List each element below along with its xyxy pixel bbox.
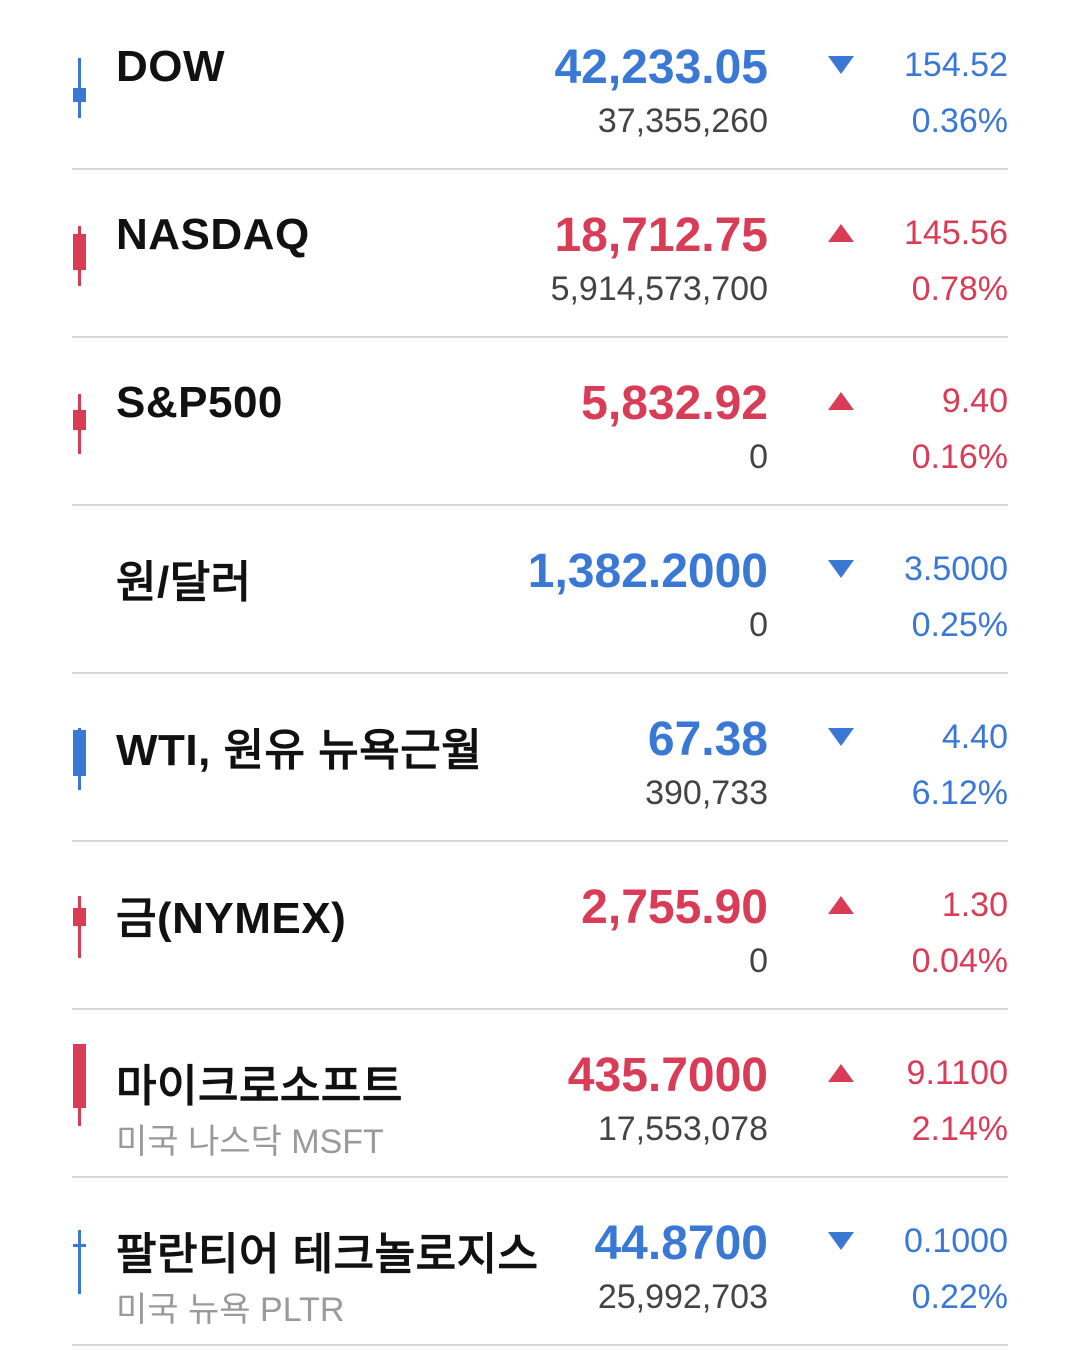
price-value: 5,832.92 [581, 377, 768, 430]
volume-value: 390,733 [645, 774, 768, 812]
row-divider [72, 168, 1008, 170]
quote-row-pltr[interactable]: 팔란티어 테크놀로지스 미국 뉴욕 PLTR 44.8700 25,992,70… [0, 1176, 1080, 1344]
triangle-up-icon [828, 224, 854, 242]
change-value: 3.5000 [904, 550, 1008, 588]
instrument-name: 금(NYMEX) [116, 894, 347, 943]
volume-value: 5,914,573,700 [550, 270, 768, 308]
change-value: 154.52 [904, 46, 1008, 84]
change-value: 9.1100 [906, 1054, 1008, 1092]
quote-row-msft[interactable]: 마이크로소프트 미국 나스닥 MSFT 435.7000 17,553,078 … [0, 1008, 1080, 1176]
instrument-name: S&P500 [116, 378, 283, 427]
candlestick-icon [70, 896, 90, 958]
triangle-down-icon [828, 1232, 854, 1250]
change-percent: 6.12% [911, 774, 1008, 812]
quote-row-sp500[interactable]: S&P500 5,832.92 0 9.40 0.16% [0, 336, 1080, 504]
triangle-up-icon [828, 896, 854, 914]
volume-value: 25,992,703 [597, 1278, 768, 1316]
instrument-name: WTI, 원유 뉴욕근월 [116, 726, 483, 775]
price-value: 2,755.90 [581, 881, 768, 934]
candlestick-icon [70, 728, 90, 790]
instrument-name: DOW [116, 42, 226, 91]
volume-value: 37,355,260 [597, 102, 768, 140]
price-value: 1,382.2000 [527, 545, 768, 598]
change-percent: 0.22% [911, 1278, 1008, 1316]
change-value: 4.40 [941, 718, 1008, 756]
change-value: 0.1000 [904, 1222, 1008, 1260]
instrument-name: 원/달러 [116, 558, 252, 607]
row-divider [72, 1344, 1008, 1346]
price-value: 18,712.75 [554, 209, 768, 262]
row-divider [72, 1008, 1008, 1010]
triangle-down-icon [828, 728, 854, 746]
change-percent: 0.36% [911, 102, 1008, 140]
row-divider [72, 840, 1008, 842]
instrument-market-ticker: 미국 뉴욕 PLTR [116, 1291, 345, 1329]
quote-row-wti[interactable]: WTI, 원유 뉴욕근월 67.38 390,733 4.40 6.12% [0, 672, 1080, 840]
triangle-up-icon [828, 392, 854, 410]
change-percent: 0.04% [911, 942, 1008, 980]
triangle-down-icon [828, 560, 854, 578]
instrument-name: 마이크로소프트 [116, 1062, 403, 1111]
instrument-name: 팔란티어 테크놀로지스 [116, 1230, 539, 1279]
quote-row-dow[interactable]: DOW 42,233.05 37,355,260 154.52 0.36% [0, 0, 1080, 168]
quote-row-nasdaq[interactable]: NASDAQ 18,712.75 5,914,573,700 145.56 0.… [0, 168, 1080, 336]
price-value: 435.7000 [567, 1049, 768, 1102]
price-value: 42,233.05 [554, 41, 768, 94]
candlestick-icon [70, 1230, 90, 1294]
candlestick-icon [70, 1044, 90, 1126]
row-divider [72, 1176, 1008, 1178]
change-percent: 0.16% [911, 438, 1008, 476]
change-value: 145.56 [904, 214, 1008, 252]
quote-row-gold[interactable]: 금(NYMEX) 2,755.90 0 1.30 0.04% [0, 840, 1080, 1008]
change-percent: 0.78% [911, 270, 1008, 308]
volume-value: 0 [749, 942, 768, 980]
change-percent: 2.14% [911, 1110, 1008, 1148]
change-value: 9.40 [941, 382, 1008, 420]
candlestick-icon [70, 394, 90, 454]
row-divider [72, 504, 1008, 506]
price-value: 67.38 [647, 713, 768, 766]
triangle-up-icon [828, 1064, 854, 1082]
instrument-name: NASDAQ [116, 210, 310, 259]
volume-value: 0 [749, 606, 768, 644]
change-percent: 0.25% [911, 606, 1008, 644]
candlestick-icon [70, 58, 90, 118]
change-value: 1.30 [941, 886, 1008, 924]
row-divider [72, 336, 1008, 338]
row-divider [72, 672, 1008, 674]
volume-value: 17,553,078 [597, 1110, 768, 1148]
quote-row-krw-usd[interactable]: 원/달러 1,382.2000 0 3.5000 0.25% [0, 504, 1080, 672]
instrument-market-ticker: 미국 나스닥 MSFT [116, 1123, 384, 1161]
triangle-down-icon [828, 56, 854, 74]
volume-value: 0 [749, 438, 768, 476]
price-value: 44.8700 [594, 1217, 768, 1270]
candlestick-icon [70, 226, 90, 286]
